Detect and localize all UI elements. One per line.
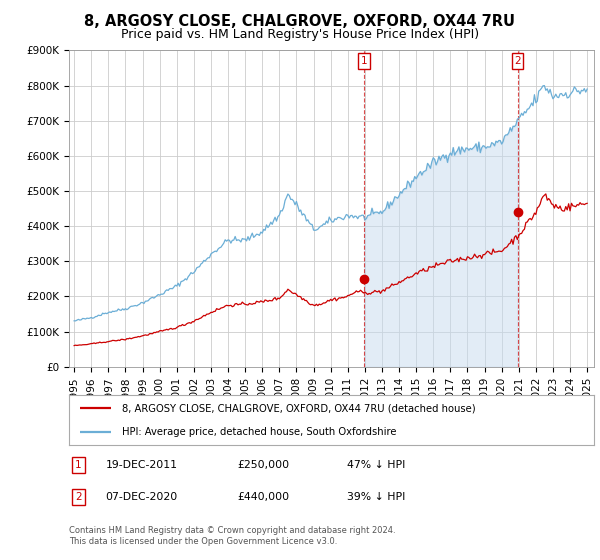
Text: 47% ↓ HPI: 47% ↓ HPI <box>347 460 406 470</box>
Text: 1: 1 <box>361 56 368 66</box>
Text: 8, ARGOSY CLOSE, CHALGROVE, OXFORD, OX44 7RU (detached house): 8, ARGOSY CLOSE, CHALGROVE, OXFORD, OX44… <box>121 403 475 413</box>
Text: 07-DEC-2020: 07-DEC-2020 <box>106 492 178 502</box>
Text: 1: 1 <box>75 460 82 470</box>
Text: 2: 2 <box>514 56 521 66</box>
Text: 19-DEC-2011: 19-DEC-2011 <box>106 460 178 470</box>
Text: 2: 2 <box>75 492 82 502</box>
Text: 39% ↓ HPI: 39% ↓ HPI <box>347 492 406 502</box>
Text: £440,000: £440,000 <box>237 492 289 502</box>
Text: £250,000: £250,000 <box>237 460 289 470</box>
Text: HPI: Average price, detached house, South Oxfordshire: HPI: Average price, detached house, Sout… <box>121 427 396 437</box>
Text: Price paid vs. HM Land Registry's House Price Index (HPI): Price paid vs. HM Land Registry's House … <box>121 28 479 41</box>
Text: Contains HM Land Registry data © Crown copyright and database right 2024.
This d: Contains HM Land Registry data © Crown c… <box>69 526 395 546</box>
Text: 8, ARGOSY CLOSE, CHALGROVE, OXFORD, OX44 7RU: 8, ARGOSY CLOSE, CHALGROVE, OXFORD, OX44… <box>85 14 515 29</box>
